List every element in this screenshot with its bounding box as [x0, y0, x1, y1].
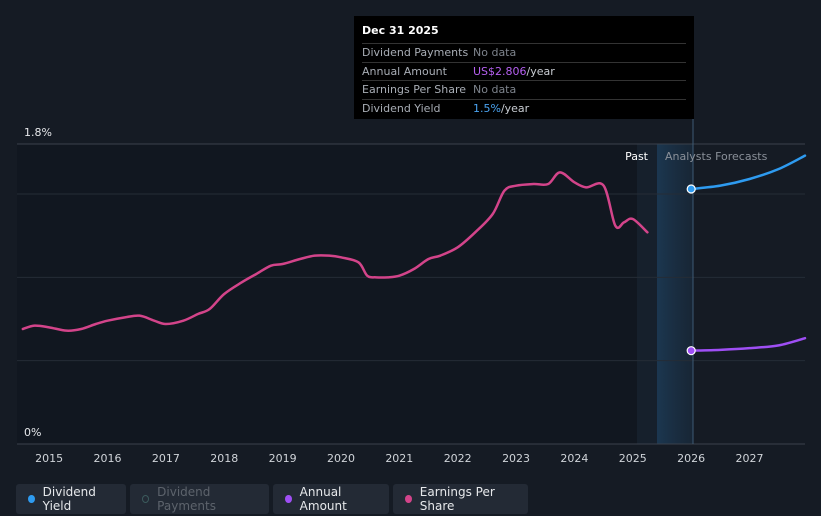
series-lines	[21, 154, 807, 352]
dividend-yield-line	[689, 154, 807, 191]
y-top-label: 1.8%	[24, 126, 52, 139]
legend-label: Dividend Payments	[157, 485, 216, 513]
tooltip-row-dividend-payments: Dividend Payments No data	[362, 43, 686, 62]
y-bottom-label: 0%	[24, 426, 41, 439]
dot-icon	[405, 495, 412, 503]
legend-dividend-yield[interactable]: Dividend Yield	[16, 484, 126, 514]
x-tick-label: 2017	[152, 452, 180, 465]
x-tick-label: 2020	[327, 452, 355, 465]
x-tick-label: 2025	[619, 452, 647, 465]
tooltip-value: No data	[473, 46, 517, 60]
dividend-yield-marker	[686, 184, 696, 194]
x-tick-label: 2016	[93, 452, 121, 465]
legend-label: Annual Amount	[299, 485, 347, 513]
dot-icon	[285, 495, 292, 503]
tooltip-label: Dividend Payments	[362, 46, 469, 60]
x-tick-label: 2027	[736, 452, 764, 465]
forecast-label: Analysts Forecasts	[665, 150, 768, 163]
tooltip-label: Annual Amount	[362, 64, 447, 78]
gridlines	[17, 143, 805, 445]
forecast-divider-band	[637, 144, 657, 444]
x-tick-label: 2018	[210, 452, 238, 465]
tooltip-row-dividend-yield: Dividend Yield 1.5%/year	[362, 98, 686, 118]
tooltip-row-eps: Earnings Per Share No data	[362, 80, 686, 99]
x-tick-label: 2023	[502, 452, 530, 465]
tooltip-unit: /year	[500, 101, 530, 115]
annual-amount-marker	[686, 346, 696, 356]
earnings-per-share-line	[21, 171, 649, 332]
tooltip-value: 1.5%	[473, 101, 501, 115]
tooltip-row-annual-amount: Annual Amount US$2.806/year	[362, 61, 686, 81]
past-label: Past	[625, 150, 649, 163]
x-tick-label: 2026	[677, 452, 705, 465]
legend-label: Dividend Yield	[42, 485, 96, 513]
tooltip-label: Earnings Per Share	[362, 83, 467, 97]
tooltip-date: Dec 31 2025	[362, 24, 439, 37]
tooltip-unit: /year	[526, 64, 555, 78]
x-tick-label: 2015	[35, 452, 63, 465]
tooltip-value: US$2.806	[473, 64, 527, 78]
legend-earnings-per-share[interactable]: Earnings Per Share	[393, 484, 528, 514]
legend-label: Earnings Per Share	[419, 485, 495, 513]
tooltip-value: No data	[473, 83, 517, 97]
legend-annual-amount[interactable]: Annual Amount	[273, 484, 389, 514]
x-axis: 2015 2016 2017 2018 2019 2020 2021 2022 2023 2024…	[35, 452, 763, 465]
legend-dividend-payments[interactable]: Dividend Payments	[130, 484, 269, 514]
hollow-dot-icon	[142, 495, 150, 503]
x-tick-label: 2022	[444, 452, 472, 465]
tooltip: Dec 31 2025 Dividend Payments No data An…	[354, 16, 694, 119]
x-tick-label: 2021	[385, 452, 413, 465]
tooltip-label: Dividend Yield	[362, 101, 441, 115]
legend: Dividend Yield Dividend Payments Annual …	[16, 484, 528, 514]
past-plot-bg	[17, 144, 637, 444]
annual-amount-line	[689, 336, 807, 352]
dot-icon	[28, 495, 35, 503]
series-markers	[686, 184, 696, 356]
x-tick-label: 2024	[560, 452, 588, 465]
x-tick-label: 2019	[269, 452, 297, 465]
